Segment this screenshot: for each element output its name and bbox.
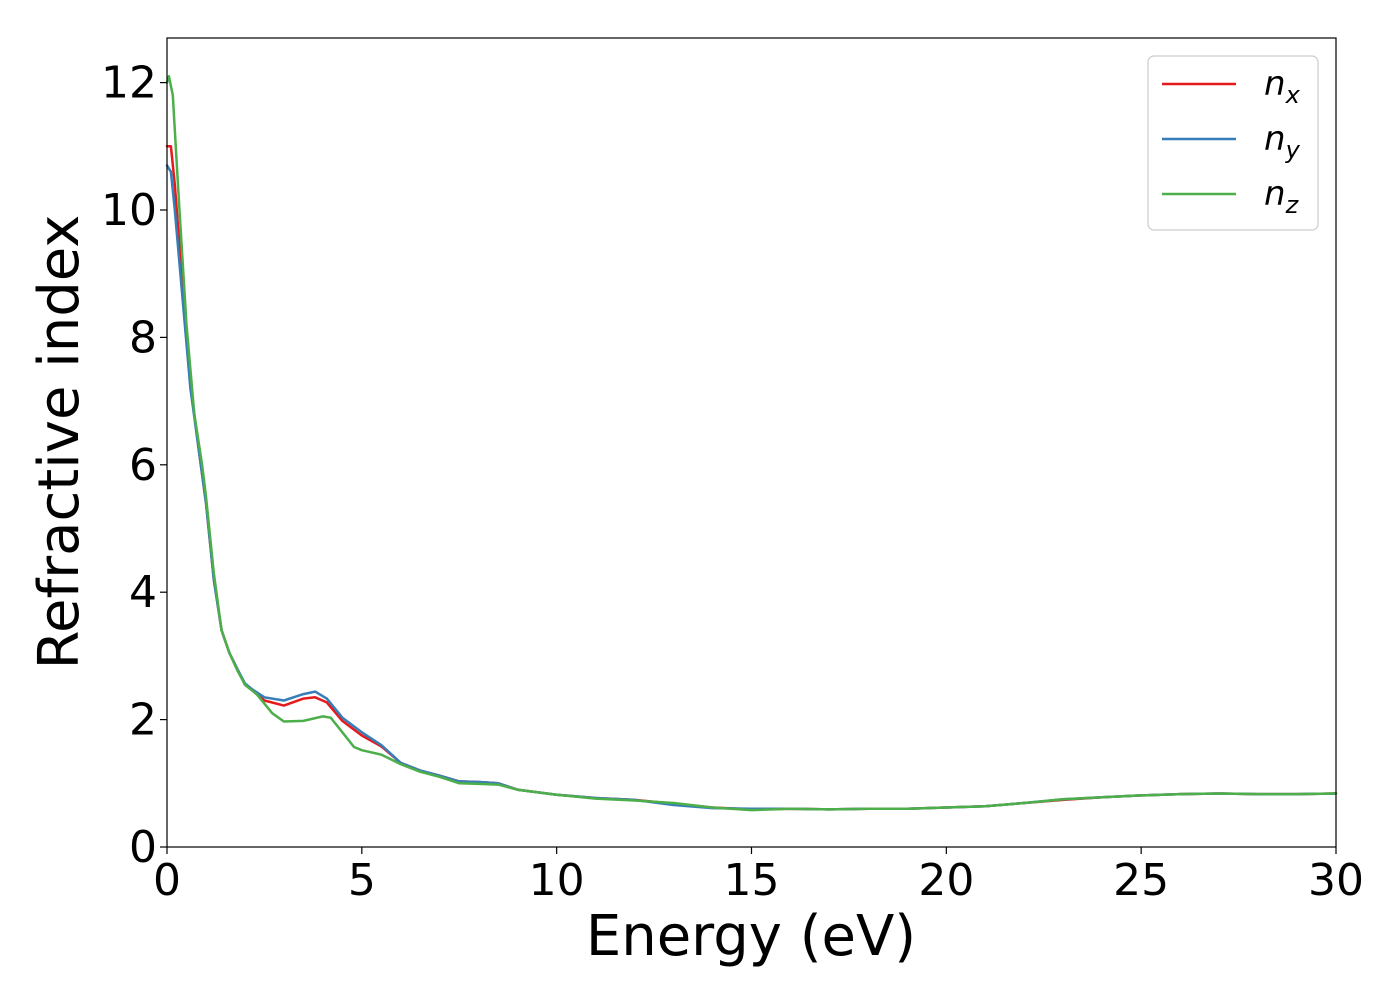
x-tick-label: 0 bbox=[153, 855, 181, 906]
x-tick-label: 15 bbox=[724, 855, 780, 906]
x-axis-label: Energy (eV) bbox=[586, 904, 916, 969]
x-tick-label: 10 bbox=[529, 855, 585, 906]
y-tick-label: 10 bbox=[101, 185, 157, 236]
x-axis-ticks: 0 5 10 15 20 25 30 bbox=[153, 847, 1364, 906]
x-tick-label: 25 bbox=[1113, 855, 1169, 906]
y-axis-label: Refractive index bbox=[27, 215, 92, 670]
series-line-z bbox=[165, 74, 1338, 812]
legend-label-z: nz bbox=[1264, 174, 1300, 219]
series-lines bbox=[165, 74, 1338, 812]
x-tick-label: 20 bbox=[918, 855, 974, 906]
y-tick-label: 6 bbox=[129, 440, 157, 491]
y-tick-label: 2 bbox=[129, 695, 157, 746]
x-tick-label: 30 bbox=[1308, 855, 1364, 906]
y-tick-label: 12 bbox=[101, 58, 157, 109]
y-tick-label: 8 bbox=[129, 312, 157, 363]
y-tick-label: 0 bbox=[129, 822, 157, 873]
series-line-x bbox=[165, 145, 1338, 811]
series-line-y bbox=[165, 164, 1338, 811]
y-tick-label: 4 bbox=[129, 567, 157, 618]
y-axis-ticks: 0 2 4 6 8 10 12 bbox=[101, 58, 167, 873]
legend-box bbox=[1147, 55, 1319, 231]
x-tick-label: 5 bbox=[348, 855, 376, 906]
